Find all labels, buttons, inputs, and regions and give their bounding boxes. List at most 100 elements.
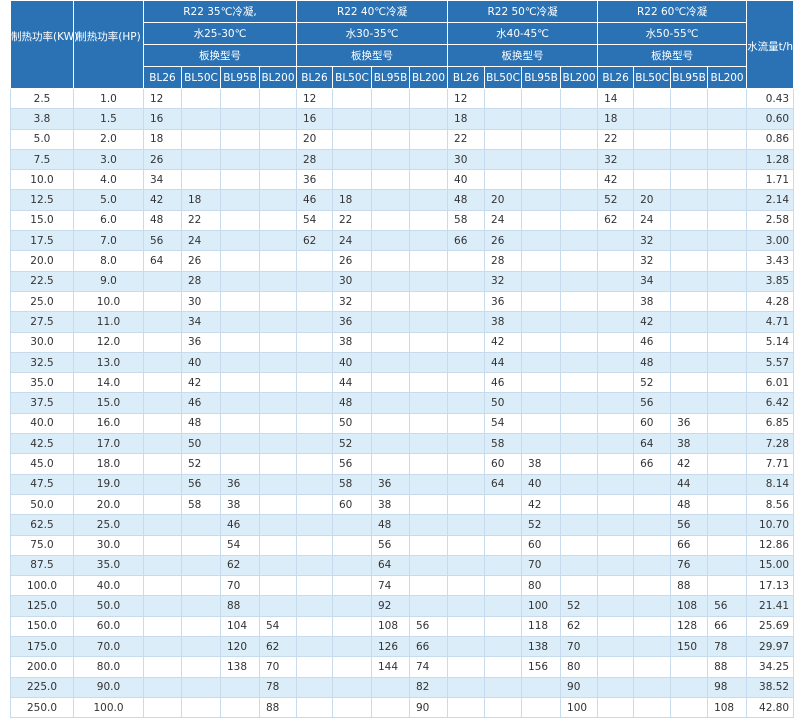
table-cell: 64 bbox=[143, 250, 182, 272]
table-cell: 21.41 bbox=[746, 595, 795, 617]
table-cell bbox=[707, 534, 748, 556]
table-cell bbox=[371, 189, 410, 211]
table-cell bbox=[332, 696, 372, 718]
table-cell bbox=[408, 311, 449, 333]
table-cell bbox=[408, 534, 449, 556]
table-cell: 70.0 bbox=[73, 636, 144, 658]
table-cell bbox=[707, 351, 748, 374]
table-cell bbox=[670, 270, 709, 292]
table-cell bbox=[521, 169, 562, 191]
table-cell bbox=[633, 493, 672, 516]
table-cell: 52 bbox=[560, 595, 599, 617]
table-cell: 26 bbox=[143, 148, 182, 171]
table-cell bbox=[143, 493, 182, 516]
table-cell bbox=[408, 209, 449, 232]
table-cell: 1.5 bbox=[73, 108, 144, 130]
group-label: 板换型号 bbox=[597, 44, 748, 67]
table-cell: 36 bbox=[371, 473, 410, 495]
table-cell bbox=[259, 514, 297, 536]
table-row: 50.0 20.0 58 38 60 38 42 48 8.56 bbox=[10, 493, 795, 516]
table-cell: 100.0 bbox=[10, 575, 74, 597]
table-row: 87.5 35.0 62 64 70 76 15.00 bbox=[10, 554, 795, 577]
table-cell bbox=[408, 290, 449, 313]
table-cell bbox=[670, 209, 709, 232]
table-cell bbox=[143, 636, 182, 658]
table-cell: 20.0 bbox=[73, 493, 144, 516]
table-cell bbox=[296, 595, 333, 617]
table-cell: 66 bbox=[447, 230, 486, 252]
table-cell bbox=[259, 311, 297, 333]
table-cell bbox=[560, 331, 599, 353]
table-cell bbox=[332, 615, 372, 638]
table-cell bbox=[220, 128, 260, 150]
table-cell: 29.97 bbox=[746, 636, 795, 658]
table-cell bbox=[259, 230, 297, 252]
table-cell bbox=[484, 575, 523, 597]
table-cell bbox=[332, 595, 372, 617]
table-cell bbox=[484, 656, 523, 678]
table-cell: 28 bbox=[181, 270, 221, 292]
table-cell: 50 bbox=[181, 433, 221, 455]
table-cell: 7.5 bbox=[10, 148, 74, 171]
table-cell: 104 bbox=[220, 615, 260, 638]
table-cell: 58 bbox=[332, 473, 372, 495]
table-cell: 15.00 bbox=[746, 554, 795, 577]
table-row: 200.0 80.0 138 70 144 74 156 80 88 34.25 bbox=[10, 656, 795, 678]
table-cell bbox=[296, 636, 333, 658]
table-cell bbox=[259, 493, 297, 516]
table-cell bbox=[371, 331, 410, 353]
table-cell: 10.0 bbox=[10, 169, 74, 191]
table-cell: 90 bbox=[408, 696, 449, 718]
table-row: 30.0 12.0 36 38 42 46 5.14 bbox=[10, 331, 795, 353]
table-cell bbox=[259, 270, 297, 292]
table-cell bbox=[408, 189, 449, 211]
table-cell: 56 bbox=[181, 473, 221, 495]
table-cell: 3.00 bbox=[746, 230, 795, 252]
table-cell bbox=[408, 433, 449, 455]
table-cell: 100.0 bbox=[73, 696, 144, 718]
table-cell: 42.80 bbox=[746, 696, 795, 718]
table-cell bbox=[143, 696, 182, 718]
model-header: BL200 bbox=[408, 66, 449, 89]
table-cell: 100 bbox=[521, 595, 562, 617]
table-cell bbox=[670, 290, 709, 313]
table-cell bbox=[259, 453, 297, 475]
table-cell bbox=[371, 392, 410, 414]
table-cell bbox=[296, 554, 333, 577]
table-cell: 74 bbox=[408, 656, 449, 678]
table-cell bbox=[259, 534, 297, 556]
table-cell: 1.71 bbox=[746, 169, 795, 191]
table-cell bbox=[220, 453, 260, 475]
table-cell bbox=[259, 473, 297, 495]
table-cell bbox=[521, 311, 562, 333]
table-cell bbox=[181, 169, 221, 191]
table-cell: 175.0 bbox=[10, 636, 74, 658]
table-cell: 7.28 bbox=[746, 433, 795, 455]
model-header: BL95B bbox=[521, 66, 562, 89]
table-cell: 32 bbox=[597, 148, 635, 171]
table-cell: 82 bbox=[408, 676, 449, 698]
table-row: 15.0 6.0 48 22 54 22 58 24 62 24 2.58 bbox=[10, 209, 795, 232]
table-cell: 28 bbox=[296, 148, 333, 171]
table-cell bbox=[181, 636, 221, 658]
table-cell: 42 bbox=[633, 311, 672, 333]
table-cell: 25.0 bbox=[10, 290, 74, 313]
table-cell bbox=[143, 372, 182, 394]
table-cell bbox=[371, 169, 410, 191]
table-cell bbox=[447, 412, 486, 435]
table-cell bbox=[560, 433, 599, 455]
table-row: 175.0 70.0 120 62 126 66 138 70 150 78 29.97 bbox=[10, 636, 795, 658]
table-row: 40.0 16.0 48 50 54 60 36 6.85 bbox=[10, 412, 795, 435]
table-cell: 66 bbox=[633, 453, 672, 475]
table-cell bbox=[143, 514, 182, 536]
table-cell: 2.5 bbox=[10, 87, 74, 110]
table-cell bbox=[143, 351, 182, 374]
table-cell: 80 bbox=[560, 656, 599, 678]
table-cell bbox=[633, 615, 672, 638]
group-title: R22 60℃冷凝 bbox=[597, 0, 748, 23]
table-cell bbox=[521, 250, 562, 272]
table-cell bbox=[447, 473, 486, 495]
model-header: BL50C bbox=[633, 66, 672, 89]
table-cell bbox=[296, 453, 333, 475]
table-cell bbox=[707, 87, 748, 110]
